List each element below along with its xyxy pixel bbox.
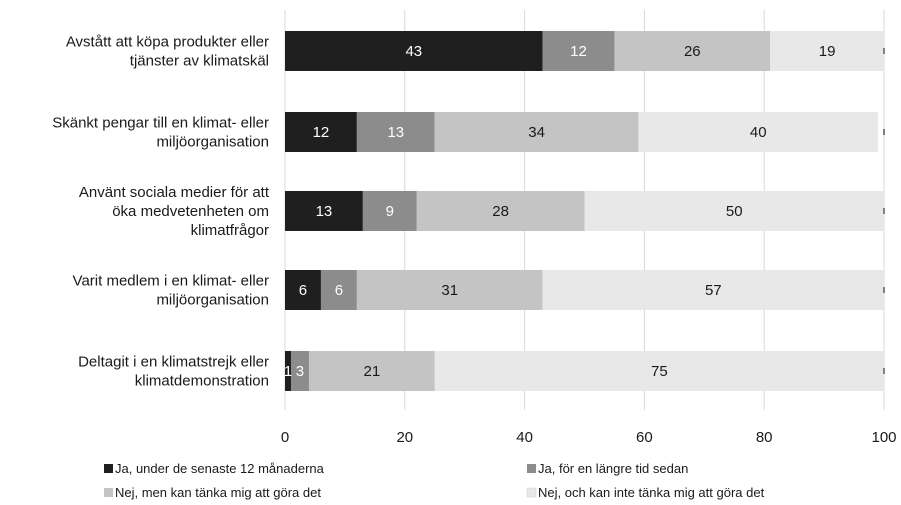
bars	[285, 31, 885, 391]
data-label: 19	[819, 43, 836, 60]
data-label: 13	[387, 124, 404, 141]
data-label: 6	[335, 282, 343, 299]
data-label: 43	[405, 43, 422, 60]
bar-segment	[584, 191, 884, 231]
bar-segment	[542, 31, 615, 71]
data-label: 50	[726, 203, 743, 220]
data-label: 34	[528, 124, 545, 141]
bar-segment	[638, 112, 879, 152]
bar-segment	[285, 270, 321, 310]
data-label: 9	[386, 203, 394, 220]
x-tick-label: 20	[396, 429, 413, 446]
bar-segment	[770, 31, 884, 71]
x-tick-labels: 0 20 40 60 80 100	[281, 429, 897, 446]
category-label: Skänkt pengar till en klimat- eller miljö…	[52, 115, 269, 151]
bar-segment	[614, 31, 771, 71]
data-label: 1	[284, 363, 292, 380]
legend-label: Ja, under de senaste 12 månaderna	[115, 461, 325, 476]
legend-label: Ja, för en längre tid sedan	[538, 461, 688, 476]
bar-segment	[290, 351, 309, 391]
bar-segment	[308, 351, 435, 391]
bar-segment	[285, 351, 291, 391]
x-tick-label: 60	[636, 429, 653, 446]
category-label: Varit medlem i en klimat- eller miljöorga…	[73, 273, 269, 309]
legend: Ja, under de senaste 12 månaderna Ja, för…	[104, 461, 765, 500]
bar-segment	[416, 191, 585, 231]
data-label: 26	[684, 43, 701, 60]
data-label: 57	[705, 282, 722, 299]
bar-segment	[434, 351, 884, 391]
legend-swatch	[526, 487, 537, 498]
bar-segment	[542, 270, 884, 310]
category-label: Deltagit i en klimatstrejk eller klimatde…	[78, 354, 269, 390]
bar-segment	[285, 112, 357, 152]
x-tick-label: 0	[281, 429, 289, 446]
legend-label: Nej, men kan tänka mig att göra det	[115, 485, 321, 500]
data-label: 40	[750, 124, 767, 141]
data-label: 13	[316, 203, 333, 220]
data-label: 12	[313, 124, 330, 141]
data-label: 3	[296, 363, 304, 380]
bar-segment	[320, 270, 357, 310]
bar-segment	[285, 31, 543, 71]
data-label: 28	[492, 203, 509, 220]
x-tick-label: 100	[871, 429, 896, 446]
bar-segment	[434, 112, 639, 152]
x-tick-label: 80	[756, 429, 773, 446]
category-label: Använt sociala medier för att öka medvete…	[79, 184, 270, 239]
legend-swatch	[104, 464, 113, 473]
data-label: 75	[651, 363, 668, 380]
legend-label: Nej, och kan inte tänka mig att göra det	[538, 485, 765, 500]
x-tick-label: 40	[516, 429, 533, 446]
category-labels: Avstått att köpa produkter eller tjänster…	[52, 34, 270, 390]
data-label: 12	[570, 43, 587, 60]
legend-swatch	[104, 488, 113, 497]
data-label: 21	[364, 363, 381, 380]
data-label: 31	[441, 282, 458, 299]
category-label: Avstått att köpa produkter eller tjänster…	[66, 34, 269, 70]
bar-segment	[356, 112, 435, 152]
bar-segment	[362, 191, 417, 231]
legend-swatch	[527, 464, 536, 473]
data-label: 6	[299, 282, 307, 299]
bar-segment	[356, 270, 543, 310]
data-labels: 43 12 26 19 12 13 34 40 13 9 28 50 6 6 31 57 1 3 21 75	[284, 43, 836, 380]
bar-segment	[285, 191, 363, 231]
